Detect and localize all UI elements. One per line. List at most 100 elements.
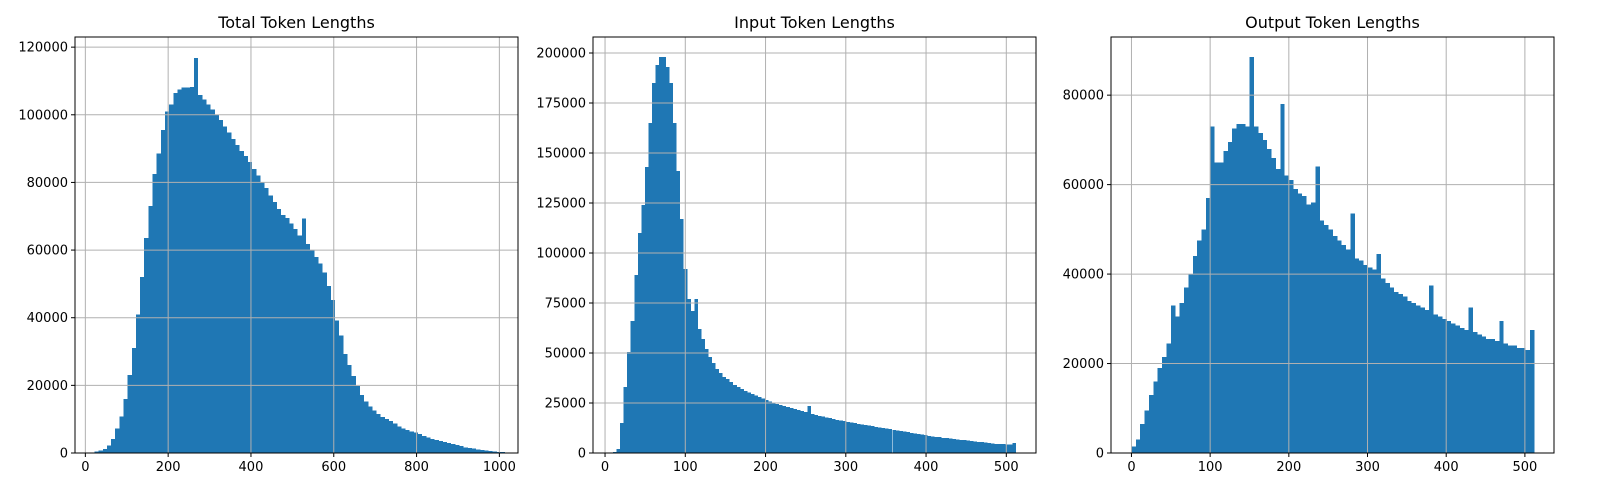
histogram-bar	[223, 126, 228, 453]
histogram-bar	[1131, 446, 1136, 453]
histogram-bar	[418, 434, 423, 453]
histogram-bar	[1429, 285, 1434, 453]
histogram-bar	[413, 432, 419, 453]
histogram-bar	[389, 421, 394, 453]
histogram-bar	[800, 411, 804, 453]
histogram-bar	[1398, 294, 1403, 453]
input-token-lengths-chart: Input Token Lengths 0 100 200 300 400 500 0 250…	[536, 13, 1037, 475]
histogram-bar	[1490, 338, 1495, 453]
histogram-bar	[959, 439, 963, 453]
histogram-bar	[1219, 162, 1224, 453]
histogram-bar	[768, 401, 773, 453]
histogram-bar	[1455, 325, 1460, 453]
histogram-bar	[160, 130, 165, 453]
histogram-bar	[148, 206, 153, 453]
histogram-bar	[644, 167, 649, 453]
histogram-bar	[1148, 394, 1154, 453]
histogram-bar	[772, 402, 776, 453]
histogram-bar	[987, 443, 992, 453]
histogram-bar	[1166, 343, 1171, 453]
histogram-bar	[1503, 343, 1509, 453]
histogram-bar	[998, 444, 1002, 453]
histogram-bar	[1407, 300, 1412, 453]
histogram-bar	[227, 132, 232, 453]
histogram-bar	[1302, 195, 1307, 454]
histogram-bar	[839, 420, 843, 453]
histogram-bar	[694, 299, 698, 453]
x-tick-label: 100	[1198, 460, 1223, 475]
histogram-bar	[1521, 347, 1526, 453]
histogram-bar	[1162, 356, 1167, 453]
histogram-bar	[442, 442, 448, 453]
x-tick-label: 200	[1276, 460, 1301, 475]
histogram-bar	[616, 449, 621, 453]
histogram-bar	[1297, 193, 1303, 453]
histogram-bar	[434, 440, 439, 453]
histogram-bar	[994, 443, 999, 453]
histogram-bar	[980, 442, 985, 453]
histogram-bar	[202, 99, 207, 453]
histogram-bar	[1227, 142, 1233, 453]
y-tick-label: 20000	[1063, 357, 1104, 372]
histogram-bar	[343, 354, 348, 453]
histogram-bar	[1232, 128, 1237, 453]
y-tick-label: 80000	[1063, 89, 1104, 104]
histogram-bar	[471, 448, 477, 453]
histogram-bar	[747, 392, 751, 453]
y-tick-label: 60000	[27, 244, 68, 259]
histogram-bar	[690, 311, 695, 453]
histogram-bar	[206, 104, 211, 453]
histogram-bar	[1354, 258, 1360, 453]
histogram-bar	[814, 415, 819, 453]
histogram-bar	[1275, 168, 1281, 453]
histogram-bar	[888, 429, 893, 453]
histogram-bar	[1170, 305, 1176, 453]
histogram-bar	[991, 443, 995, 453]
histogram-bar	[1192, 256, 1198, 453]
histogram-bar	[276, 208, 282, 453]
histogram-bar	[680, 219, 684, 453]
histogram-bar	[181, 87, 186, 453]
histogram-bar	[743, 391, 748, 453]
x-tick-label: 500	[1512, 460, 1537, 475]
histogram-bar	[189, 87, 195, 453]
histogram-bar	[867, 425, 872, 453]
histogram-bar	[198, 95, 203, 454]
histogram-bar	[927, 435, 932, 453]
histogram-bar	[1529, 329, 1535, 453]
histogram-bar	[1481, 336, 1487, 453]
histogram-bar	[878, 427, 882, 453]
histogram-bar	[301, 218, 307, 453]
histogram-bar	[863, 425, 868, 453]
histogram-bar	[1433, 314, 1438, 453]
histogram-bar	[697, 329, 702, 453]
histogram-bar	[335, 320, 340, 453]
histogram-bar	[687, 299, 691, 453]
histogram-bar	[368, 406, 373, 453]
histogram-bar	[372, 410, 377, 453]
histogram-bar	[941, 437, 946, 453]
histogram-bar	[1442, 318, 1447, 453]
histogram-bar	[164, 111, 170, 453]
histogram-bar	[1280, 104, 1285, 453]
histogram-bar	[264, 188, 269, 453]
histogram-bar	[810, 414, 815, 453]
histogram-bar	[782, 406, 787, 453]
x-tick-label: 600	[321, 460, 346, 475]
histogram-bar	[173, 92, 178, 454]
histogram-bar	[1267, 148, 1272, 453]
histogram-bar	[185, 87, 190, 453]
histogram-bar	[152, 173, 157, 454]
histogram-bar	[793, 409, 797, 453]
histogram-bar	[94, 451, 99, 453]
histogram-bar	[1477, 334, 1482, 453]
histogram-bar	[648, 123, 652, 453]
histogram-bar	[948, 438, 953, 453]
histogram-bar	[807, 406, 811, 453]
y-tick-label: 150000	[536, 147, 586, 162]
histogram-bar	[1315, 166, 1320, 453]
y-tick-label: 100000	[536, 247, 586, 262]
histogram-bar	[765, 400, 769, 453]
histogram-bar	[892, 429, 896, 453]
